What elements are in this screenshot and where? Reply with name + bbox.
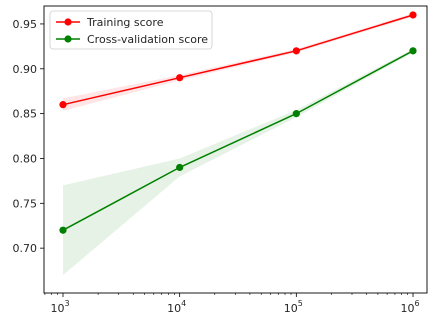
y-tick-label-4: 0.90 [13,63,38,76]
y-tick-label-2: 0.80 [13,152,38,165]
series-0-band [63,13,413,111]
series-0-point-2 [292,47,300,55]
series-points [59,11,417,234]
confidence-bands [63,13,413,276]
series-1-point-0 [59,226,67,234]
series-1-band [63,49,413,276]
legend-marker-0 [64,18,72,26]
series-1-line [62,50,414,231]
legend-label-0: Training score [86,16,164,29]
legend-box [49,10,213,50]
series-0-point-3 [409,11,417,19]
legend: Training score Cross-validation score [49,10,213,50]
x-axis: 103 104 105 106 [44,293,420,315]
series-0-point-0 [59,101,67,109]
series-0-line [62,14,414,106]
y-tick-label-3: 0.85 [13,108,38,121]
y-tick-label-0: 0.70 [13,242,38,255]
x-tick-label-2: 105 [284,299,303,315]
series-lines [62,14,414,231]
y-tick-label-5: 0.95 [13,18,38,31]
series-0-point-1 [176,74,184,82]
legend-label-1: Cross-validation score [87,33,208,46]
x-tick-label-1: 104 [167,299,186,315]
series-1-point-3 [409,47,417,55]
x-tick-label-0: 103 [50,299,69,315]
legend-marker-1 [64,35,72,43]
y-tick-label-1: 0.75 [13,197,38,210]
x-tick-label-3: 106 [400,299,419,315]
series-1-point-2 [292,110,300,118]
series-1-point-1 [176,163,184,172]
y-axis: 0.70 0.75 0.80 0.85 0.90 0.95 [13,18,44,255]
